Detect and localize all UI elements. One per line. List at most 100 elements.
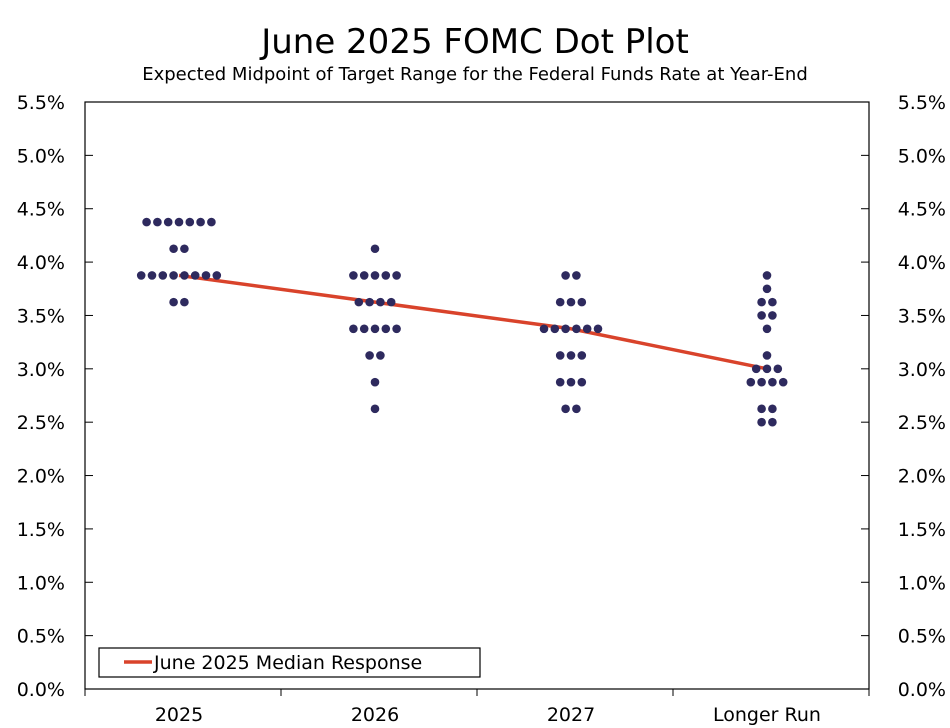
y-tick-label-right: 1.5% — [898, 519, 946, 541]
legend-median-label: June 2025 Median Response — [153, 652, 422, 674]
dot-point — [386, 297, 396, 307]
dot-point — [757, 377, 766, 387]
dot-point — [773, 364, 783, 374]
chart-subtitle: Expected Midpoint of Target Range for th… — [142, 64, 808, 85]
dot-point — [392, 324, 401, 334]
dot-point — [577, 377, 587, 387]
dot-point — [185, 217, 195, 227]
dot-point — [746, 377, 756, 387]
dot-point — [163, 217, 173, 227]
dot-point — [762, 271, 772, 280]
dot-point — [566, 377, 576, 387]
dot-point — [381, 271, 391, 280]
dot-point — [572, 324, 581, 334]
dot-point — [196, 217, 205, 227]
dot-point — [153, 217, 162, 227]
dot-point — [370, 244, 380, 254]
dot-point — [577, 351, 587, 360]
dot-point — [359, 271, 369, 280]
dot-point — [370, 377, 380, 387]
dot-point — [762, 351, 772, 360]
y-tick-label-left: 5.0% — [17, 145, 65, 167]
y-tick-label-right: 0.0% — [898, 679, 946, 701]
legend: June 2025 Median Response — [98, 647, 481, 678]
dot-point — [169, 271, 178, 280]
y-tick-label-left: 1.0% — [17, 572, 65, 594]
dot-point — [180, 297, 189, 307]
y-tick-label-left: 1.5% — [17, 519, 65, 541]
median-layer — [178, 273, 768, 371]
dot-point — [180, 271, 189, 280]
y-tick-label-right: 5.5% — [898, 92, 946, 114]
dot-point — [577, 297, 587, 307]
dot-point — [555, 297, 565, 307]
dot-point — [370, 324, 380, 334]
dot-point — [201, 271, 211, 280]
y-tick-label-right: 4.0% — [898, 252, 946, 274]
x-tick-label: 2027 — [547, 704, 595, 726]
dot-point — [751, 364, 761, 374]
y-tick-label-left: 5.5% — [17, 92, 65, 114]
axis-ticks — [84, 101, 870, 696]
y-tick-label-right: 3.0% — [898, 359, 946, 381]
y-tick-label-right: 5.0% — [898, 145, 946, 167]
legend-box — [98, 647, 481, 678]
y-tick-label-right: 0.5% — [898, 626, 946, 648]
dot-point — [593, 324, 603, 334]
axis-labels: 0.0% 0.0% 0.5% 0.5% 1.0% 1.0% 1.5% 1.5% 2.0% 2.0%… — [17, 92, 946, 726]
dot-point — [778, 377, 788, 387]
dot-point — [768, 297, 777, 307]
dot-point — [180, 244, 189, 254]
x-tick-label: 2025 — [155, 704, 203, 726]
dot-point — [169, 297, 178, 307]
dot-point — [354, 297, 364, 307]
dot-point — [768, 311, 777, 320]
y-tick-label-left: 2.5% — [17, 412, 65, 434]
median-line — [178, 273, 768, 371]
y-tick-label-left: 0.0% — [17, 679, 65, 701]
dot-point — [359, 324, 369, 334]
chart-title: June 2025 FOMC Dot Plot — [261, 22, 689, 62]
dot-point — [376, 297, 385, 307]
dot-point — [561, 404, 570, 414]
y-tick-label-left: 2.0% — [17, 466, 65, 488]
y-tick-label-right: 3.5% — [898, 305, 946, 327]
dot-point — [757, 404, 766, 414]
dot-point — [370, 271, 380, 280]
dot-point — [566, 297, 576, 307]
dot-point — [142, 217, 151, 227]
dot-point — [174, 217, 184, 227]
dot-point — [762, 324, 772, 334]
dot-point — [376, 351, 385, 360]
dot-point — [572, 404, 581, 414]
dot-point — [349, 324, 358, 334]
dot-point — [561, 324, 570, 334]
dot-point — [768, 417, 777, 427]
dot-point — [349, 271, 358, 280]
dot-point — [212, 271, 222, 280]
dot-point — [572, 271, 581, 280]
y-tick-label-left: 3.5% — [17, 305, 65, 327]
dot-point — [207, 217, 216, 227]
x-tick-label: Longer Run — [713, 704, 821, 726]
dot-point — [757, 417, 766, 427]
dot-point — [757, 311, 766, 320]
dot-point — [550, 324, 560, 334]
y-tick-label-right: 1.0% — [898, 572, 946, 594]
dot-point — [365, 297, 374, 307]
dot-point — [136, 271, 146, 280]
dot-point — [566, 351, 576, 360]
dot-point — [147, 271, 157, 280]
dot-point — [169, 244, 178, 254]
dot-point — [370, 404, 380, 414]
dot-point — [365, 351, 374, 360]
dot-point — [582, 324, 592, 334]
dot-point — [190, 271, 200, 280]
dot-point — [561, 271, 570, 280]
y-tick-label-right: 2.5% — [898, 412, 946, 434]
y-tick-label-left: 4.5% — [17, 199, 65, 221]
dots-layer — [136, 217, 788, 427]
dot-point — [768, 404, 777, 414]
dot-point — [158, 271, 168, 280]
